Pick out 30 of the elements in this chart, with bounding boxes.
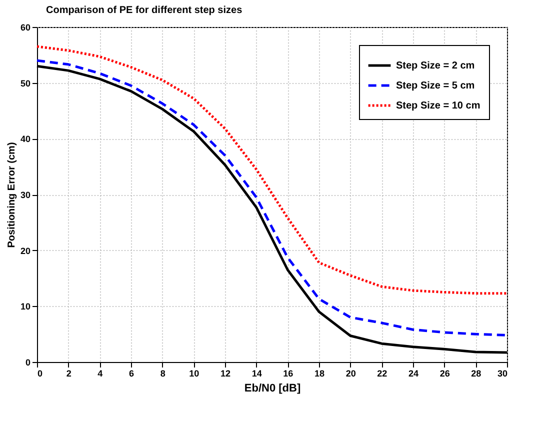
x-tick-label: 12	[220, 368, 231, 378]
x-tick-label: 6	[128, 368, 134, 378]
legend-label: Step Size = 10 cm	[396, 100, 480, 112]
y-tick-label: 60	[20, 22, 30, 32]
legend-label: Step Size = 2 cm	[396, 60, 475, 72]
x-tick-label: 10	[189, 368, 200, 378]
chart-title: Comparison of PE for different step sizes	[46, 5, 243, 16]
x-tick-label: 28	[471, 368, 482, 378]
y-tick-label: 30	[20, 190, 30, 200]
x-tick-label: 22	[377, 368, 388, 378]
x-tick-label: 26	[440, 368, 450, 378]
x-tick-label: 24	[408, 368, 419, 378]
x-tick-label: 16	[283, 368, 294, 378]
x-tick-label: 4	[98, 368, 103, 378]
y-axis-title: Positioning Error (cm)	[6, 142, 18, 248]
x-tick-label: 2	[66, 368, 72, 378]
line-series	[36, 45, 508, 295]
y-tick-label: 40	[20, 134, 30, 144]
x-tick-label: 0	[38, 368, 43, 378]
legend-label: Step Size = 5 cm	[396, 80, 475, 92]
x-tick-label: 30	[497, 368, 508, 378]
x-tick-label: 14	[252, 368, 262, 378]
x-tick-label: 8	[160, 368, 166, 378]
x-tick-label: 20	[346, 368, 356, 378]
y-tick-label: 50	[20, 78, 30, 88]
x-tick-label: 18	[314, 368, 325, 378]
x-axis-title: Eb/N0 [dB]	[244, 382, 301, 394]
y-tick-label: 0	[25, 358, 30, 368]
y-tick-label: 10	[20, 302, 30, 312]
y-tick-label: 20	[20, 246, 30, 256]
